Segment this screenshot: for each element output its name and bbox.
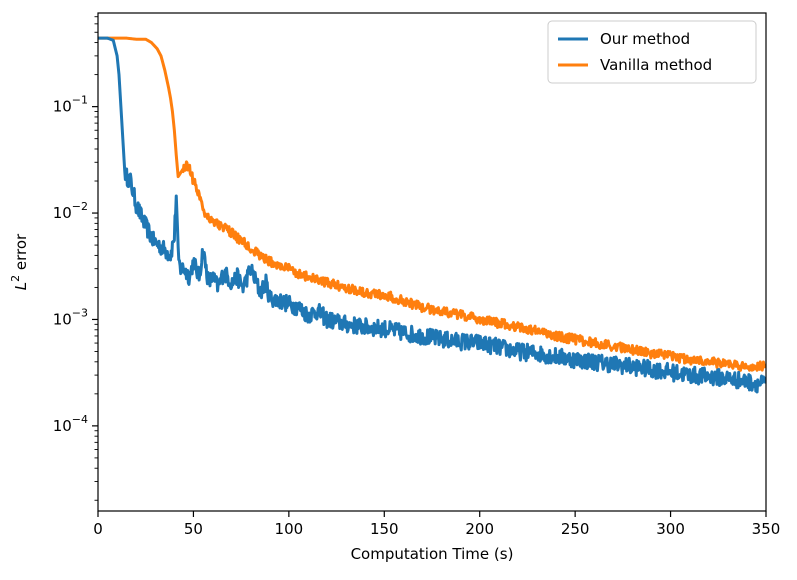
- x-tick-label: 300: [656, 520, 685, 538]
- legend-box: [547, 20, 757, 84]
- x-tick-label: 150: [370, 520, 399, 538]
- x-tick-label: 350: [752, 520, 781, 538]
- x-tick-label: 50: [184, 520, 203, 538]
- series-lines: [98, 36, 766, 394]
- y-tick-label: 10−1: [53, 94, 88, 116]
- x-axis-label: Computation Time (s): [351, 545, 514, 563]
- series-line-our-method: [98, 36, 766, 394]
- x-tick-label: 0: [93, 520, 103, 538]
- x-tick-label: 100: [275, 520, 304, 538]
- legend-label-vanilla-method: Vanilla method: [600, 56, 712, 74]
- legend: Our method Vanilla method: [547, 20, 757, 84]
- plot-frame: [97, 12, 767, 512]
- y-tick-label: 10−2: [53, 200, 88, 222]
- axes: 0 50 100 150 200 250 300 350 10−1 10−2 10−3 10−4 Com…: [9, 12, 781, 563]
- series-line-vanilla-method: [98, 36, 766, 372]
- x-tick-label: 200: [465, 520, 494, 538]
- x-tick-label: 250: [561, 520, 590, 538]
- legend-label-our-method: Our method: [600, 30, 690, 48]
- y-tick-label: 10−3: [53, 306, 88, 328]
- y-tick-label: 10−4: [53, 413, 88, 435]
- y-axis-label: L2 error: [9, 233, 30, 290]
